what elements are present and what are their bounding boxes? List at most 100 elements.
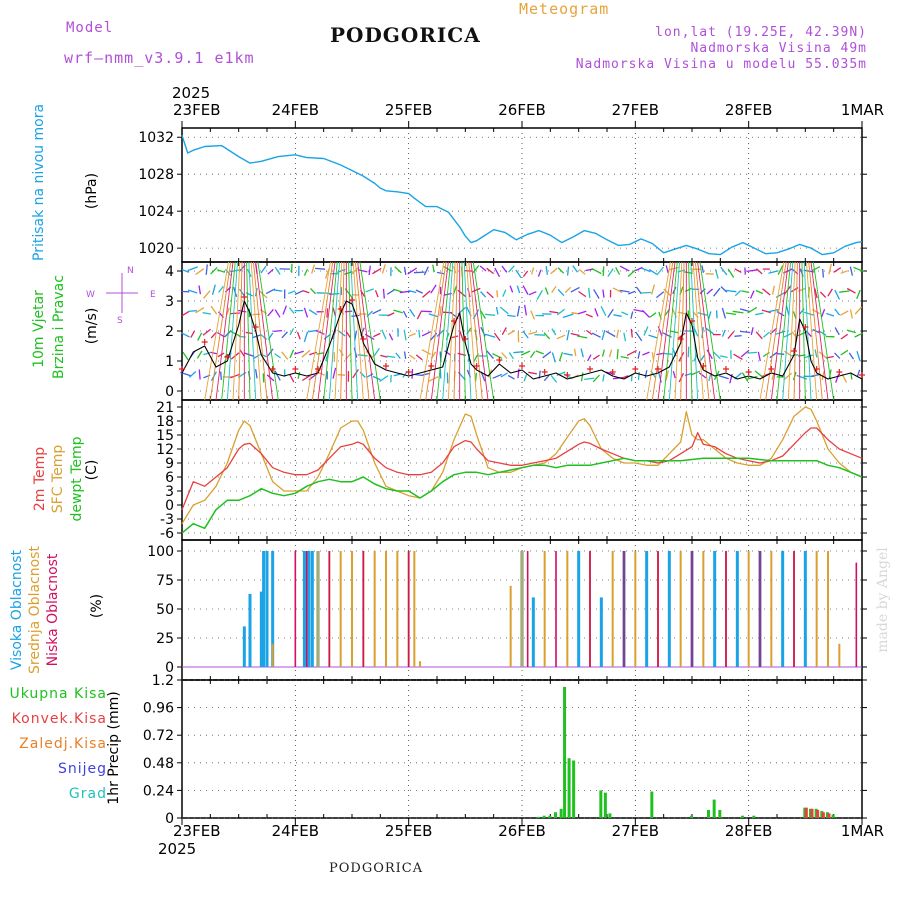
wind-arrow	[393, 288, 404, 293]
wind-arrow	[409, 308, 416, 317]
wind-arrow	[501, 352, 508, 360]
wind-arrow	[840, 333, 849, 340]
y-tick-label: 50	[156, 602, 174, 618]
wind-arrow	[379, 375, 389, 383]
y-tick-label: 21	[156, 400, 174, 416]
wind-fan-line	[765, 261, 787, 401]
precip-bar	[712, 799, 716, 818]
date-label-bottom: 27FEB	[612, 822, 659, 840]
wind-arrow	[444, 350, 452, 356]
wind-arrow	[853, 266, 864, 272]
wind-arrow	[301, 349, 311, 358]
wind-arrow	[768, 270, 779, 274]
wind-arrow	[432, 264, 435, 273]
wind-arrow	[545, 266, 549, 275]
cloud-bar	[294, 551, 297, 667]
wind-arrow	[721, 307, 727, 319]
wind-arrow	[713, 287, 721, 297]
wind-arrow	[507, 374, 515, 380]
gust-marker	[813, 366, 820, 372]
wind-arrow	[508, 265, 515, 273]
wind-arrow	[665, 265, 669, 274]
wind-arrow	[267, 308, 274, 317]
wind-arrow	[282, 305, 288, 315]
wind-arrow	[509, 285, 514, 293]
wind-arrow	[756, 268, 763, 275]
wind-arrow	[522, 270, 529, 277]
wind-arrow	[259, 290, 268, 299]
wind-fan-line	[248, 261, 257, 401]
wind-arrow	[365, 373, 374, 378]
y-tick-label: 0	[165, 384, 174, 400]
legend-zaledj-kisa: Zaledj.Kisa	[19, 736, 107, 752]
date-label-bottom: 24FEB	[272, 822, 319, 840]
cloud-bar	[419, 661, 421, 667]
wind-arrow	[605, 371, 616, 375]
wind-arrow	[351, 266, 360, 275]
wind-arrow	[720, 266, 728, 276]
wind-fan-line	[209, 261, 232, 401]
cloud-bar	[566, 551, 569, 667]
cloud-bar	[328, 551, 331, 667]
gust-marker	[451, 318, 457, 324]
wind-arrow	[814, 288, 818, 299]
gust-marker	[315, 366, 321, 372]
wind-arrow	[202, 328, 212, 336]
wind-arrow	[210, 331, 218, 339]
wind-arrow	[372, 309, 382, 315]
wind-fan-line	[699, 261, 721, 401]
wind-fan-line	[694, 261, 710, 401]
wind-arrow	[188, 371, 197, 378]
wind-arrow	[856, 351, 861, 361]
wind-arrow	[373, 347, 380, 357]
elevation-label: Nadmorska Visina 49m	[690, 41, 867, 56]
wind-arrow	[566, 266, 570, 276]
wind-fan-line	[425, 261, 447, 401]
wind-arrow	[757, 351, 761, 362]
gust-marker	[496, 357, 503, 363]
wind-arrow	[725, 312, 737, 316]
wind-arrow	[368, 265, 371, 276]
cloud-bar	[310, 551, 314, 667]
wind-arrow	[563, 352, 573, 356]
wind-arrow	[303, 268, 309, 276]
wind-arrow	[721, 329, 726, 337]
date-label-top: 1MAR	[841, 101, 884, 119]
wind-fan-line	[354, 261, 370, 401]
wind-arrow	[418, 329, 421, 338]
wind-arrow	[621, 311, 629, 316]
wind-arrow	[515, 269, 522, 279]
wind-arrow	[602, 374, 605, 382]
wind-arrow	[701, 265, 705, 273]
wind-arrow	[776, 352, 785, 355]
gust-marker	[768, 366, 775, 372]
wind-arrow	[630, 311, 634, 319]
y-tick-label: 1.2	[152, 673, 174, 689]
wind-arrow	[254, 369, 258, 379]
wind-arrow	[592, 374, 600, 383]
wind-arrow	[761, 309, 771, 314]
y-tick-label: 0.96	[143, 701, 174, 717]
wind-arrow	[797, 331, 807, 337]
y-tick-label: 0	[165, 660, 174, 676]
gust-marker	[405, 369, 412, 375]
wind-fan-line	[668, 261, 680, 401]
wind-arrow	[442, 311, 453, 314]
wind-arrow	[359, 371, 366, 378]
gust-marker	[836, 369, 843, 375]
wind-arrow	[272, 289, 283, 292]
wind-arrow	[578, 290, 587, 298]
compass-n: N	[127, 266, 134, 276]
subtitle: Meteogram	[519, 0, 610, 18]
wind-arrow	[649, 312, 657, 318]
wind-arrow	[420, 310, 432, 313]
y-tick-label: 1024	[138, 204, 174, 220]
wind-fan-line	[306, 261, 331, 401]
wind-arrow	[564, 286, 572, 293]
gust-marker	[428, 363, 435, 369]
wind-arrow	[352, 369, 359, 379]
wind-fan-line	[472, 261, 495, 401]
wind-fan-line	[442, 261, 454, 401]
gust-marker	[269, 366, 276, 372]
wind-arrow	[203, 290, 211, 299]
